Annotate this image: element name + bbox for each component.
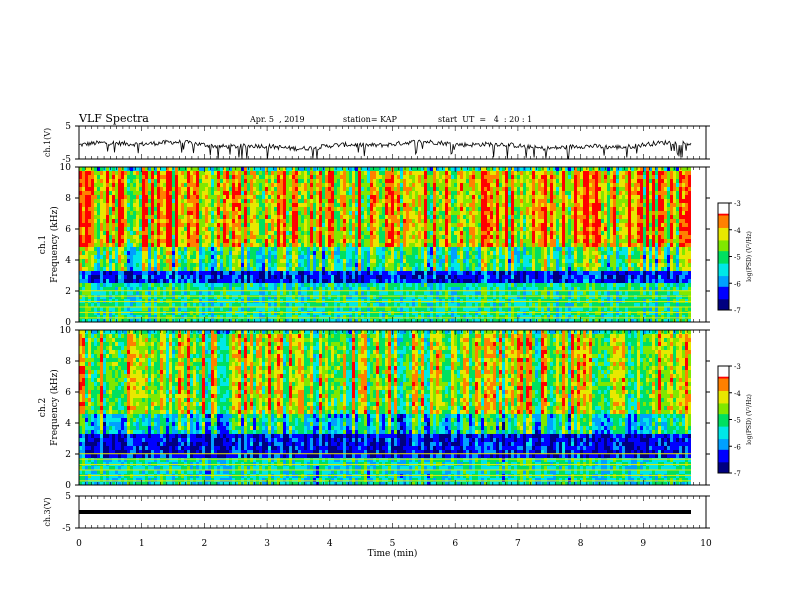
colorbar-tick-label-ch2-spectrogram--7: -7 [734,470,741,478]
ch1-waveform-trace [79,140,691,158]
ytick-label-ch1-spectrogram-8: 8 [65,194,71,204]
station-label: station= KAP [343,115,397,124]
ytick-label-ch2-spectrogram-2: 2 [65,450,71,460]
xtick-label-0: 0 [76,539,82,549]
ytick-label-ch2-spectrogram-4: 4 [65,419,71,429]
colorbar-tick-label-ch1-spectrogram--5: -5 [734,254,741,262]
ytick-label-ch3-waveform-5: 5 [65,492,71,502]
ytick-label-ch3-waveform--5: -5 [62,524,71,534]
ch2-spectrogram-ylabel-frequency: Frequency (kHz) [49,369,60,446]
x-axis-label: Time (min) [368,548,418,559]
ytick-label-ch1-waveform-5: 5 [65,122,71,132]
xtick-label-5: 5 [390,539,396,549]
colorbar-tick-label-ch2-spectrogram--3: -3 [734,363,741,371]
ch3-waveform-ylabel: ch.3(V) [43,497,52,526]
ytick-label-ch1-spectrogram-6: 6 [65,225,71,235]
xtick-label-7: 7 [515,539,521,549]
ytick-label-ch1-spectrogram-4: 4 [65,256,71,266]
xtick-label-2: 2 [202,539,208,549]
ytick-label-ch2-spectrogram-8: 8 [65,357,71,367]
colorbar-tick-label-ch1-spectrogram--3: -3 [734,200,741,208]
xtick-label-8: 8 [578,539,584,549]
ch2-spectrogram-colorbar-label: log(PSD) (V²/Hz) [746,394,753,445]
ch1-spectrogram-ylabel-frequency: Frequency (kHz) [49,206,60,283]
ytick-label-ch1-spectrogram-10: 10 [60,163,72,173]
xtick-label-10: 10 [700,539,712,549]
ch2-spectrogram [79,330,691,485]
figure-title: VLF Spectra [79,112,149,125]
ytick-label-ch2-spectrogram-6: 6 [65,388,71,398]
colorbar-tick-label-ch1-spectrogram--6: -6 [734,280,741,288]
colorbar-tick-label-ch2-spectrogram--5: -5 [734,417,741,425]
ch1-waveform-ylabel: ch.1(V) [43,128,52,157]
ch1-spectrogram [79,167,691,322]
xtick-label-6: 6 [452,539,458,549]
ch1-spectrogram-colorbar-label: log(PSD) (V²/Hz) [746,231,753,282]
ch2-spectrogram-ylabel-channel: ch.2 [38,398,48,417]
date-label: Apr. 5 , 2019 [250,115,305,124]
colorbar-tick-label-ch2-spectrogram--6: -6 [734,443,741,451]
xtick-label-9: 9 [640,539,646,549]
xtick-label-3: 3 [264,539,270,549]
ch1-spectrogram-ylabel-channel: ch.1 [38,235,48,254]
start-time-label: start UT = 4 : 20 : 1 [438,115,532,124]
ytick-label-ch2-spectrogram-0: 0 [65,481,71,491]
ytick-label-ch2-spectrogram-10: 10 [60,326,72,336]
colorbar-tick-label-ch2-spectrogram--4: -4 [734,390,741,398]
colorbar-tick-label-ch1-spectrogram--7: -7 [734,307,741,315]
xtick-label-1: 1 [139,539,145,549]
colorbar-tick-label-ch1-spectrogram--4: -4 [734,227,741,235]
xtick-label-4: 4 [327,539,333,549]
ytick-label-ch1-spectrogram-2: 2 [65,287,71,297]
